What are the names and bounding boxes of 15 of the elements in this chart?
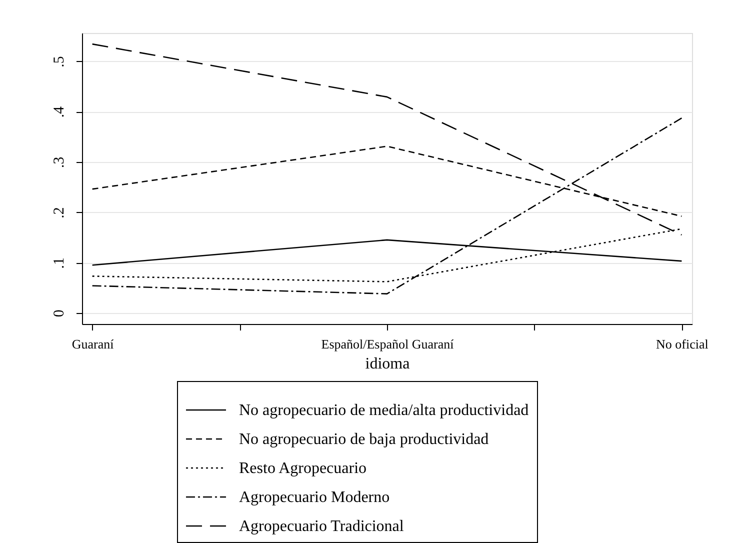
- legend-label: Agropecuario Tradicional: [239, 518, 404, 535]
- y-tick-label: .2: [52, 207, 68, 218]
- y-tick-label: .3: [52, 156, 68, 168]
- x-tick-label: Guaraní: [72, 336, 114, 352]
- legend-label: No agropecuario de media/alta productividad: [239, 402, 529, 419]
- y-tick-label: .5: [52, 56, 68, 68]
- legend-label: No agropecuario de baja productividad: [239, 431, 489, 448]
- legend-label: Agropecuario Moderno: [239, 489, 390, 506]
- y-tick-label: .4: [52, 106, 68, 118]
- y-tick-label: 0: [52, 310, 68, 318]
- x-tick-label: No oficial: [656, 336, 709, 352]
- y-tick-label: .1: [52, 257, 68, 269]
- x-axis-title: idioma: [365, 356, 410, 372]
- legend-label: Resto Agropecuario: [239, 460, 367, 477]
- x-tick-label: Español/Español Guaraní: [321, 336, 454, 352]
